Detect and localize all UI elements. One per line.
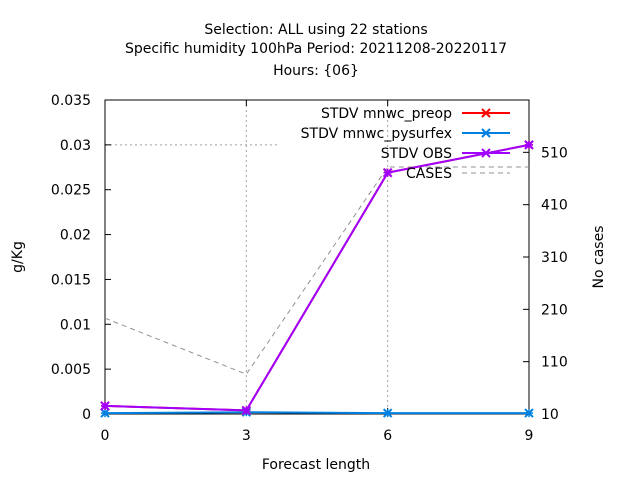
y-tick-label: 0.02 xyxy=(60,228,91,244)
legend-label: STDV mnwc_preop xyxy=(321,106,452,122)
legend-label: STDV mnwc_pysurfex xyxy=(301,126,452,142)
grid xyxy=(105,100,389,414)
x-axis-label: Forecast length xyxy=(262,457,370,473)
series-stdv-mnwc-pysurfex-point xyxy=(100,408,110,418)
legend-marker xyxy=(481,148,491,158)
legend-item-stdv-obs: STDV OBS xyxy=(381,146,510,162)
y2-tick-label: 510 xyxy=(541,145,568,161)
plot-frame xyxy=(104,99,530,415)
x-tick-label: 6 xyxy=(383,428,392,444)
series-stdv-obs-point xyxy=(241,405,252,416)
legend-item-stdv-mnwc-preop: STDV mnwc_preop xyxy=(321,106,510,122)
y2-tick-label: 210 xyxy=(541,302,568,318)
y-tick-label: 0 xyxy=(82,407,91,423)
legend-marker xyxy=(481,108,491,118)
y-tick-label: 0.03 xyxy=(60,138,91,154)
legend-marker xyxy=(481,128,491,138)
series-stdv-obs xyxy=(100,140,534,416)
y-tick-label: 0.01 xyxy=(60,317,91,333)
y-tick-label: 0.015 xyxy=(51,272,91,288)
x-axis: 0 3 6 9 xyxy=(101,100,534,444)
y2-axis-label: No cases xyxy=(591,226,607,289)
series-cases-line xyxy=(104,166,529,375)
y2-tick-label: 410 xyxy=(541,198,568,214)
series-cases xyxy=(104,166,529,375)
x-tick-label: 3 xyxy=(242,428,251,444)
y-axis: 0 0.005 0.01 0.015 0.02 0.025 0.03 0.035 xyxy=(51,93,111,423)
y2-axis: 10 110 210 310 410 510 xyxy=(523,145,568,423)
y-axis-label: g/Kg xyxy=(10,241,26,273)
series-stdv-mnwc-pysurfex-point xyxy=(524,408,534,418)
legend-label: STDV OBS xyxy=(381,146,452,162)
series-stdv-obs-point xyxy=(382,167,393,178)
y-tick-label: 0.035 xyxy=(51,93,91,109)
legend-item-stdv-mnwc-pysurfex: STDV mnwc_pysurfex xyxy=(301,126,510,142)
y2-tick-label: 310 xyxy=(541,250,568,266)
chart-title: Selection: ALL using 22 stations Specifi… xyxy=(125,22,507,79)
series-stdv-mnwc-pysurfex-line xyxy=(104,411,529,415)
series-stdv-mnwc-pysurfex-point xyxy=(382,408,393,418)
legend-item-cases: CASES xyxy=(406,166,510,182)
series-stdv-mnwc-preop xyxy=(100,140,534,416)
title-line-2: Specific humidity 100hPa Period: 2021120… xyxy=(125,41,507,57)
title-line-3: Hours: {06} xyxy=(273,63,359,79)
y-tick-label: 0.005 xyxy=(51,362,91,378)
series-stdv-mnwc-pysurfex xyxy=(100,407,534,418)
series-stdv-mnwc-preop-line xyxy=(104,143,530,412)
y2-tick-label: 110 xyxy=(541,355,568,371)
series-stdv-obs-line xyxy=(104,143,530,412)
legend-label: CASES xyxy=(406,166,452,182)
y2-tick-label: 10 xyxy=(541,407,559,423)
title-line-1: Selection: ALL using 22 stations xyxy=(204,22,427,38)
series-stdv-obs-point xyxy=(100,401,110,411)
y-tick-label: 0.025 xyxy=(51,183,91,199)
x-tick-label: 9 xyxy=(525,428,534,444)
series-layer xyxy=(100,140,534,418)
x-tick-label: 0 xyxy=(101,428,110,444)
legend: STDV mnwc_preop STDV mnwc_pysurfex STDV OB… xyxy=(301,106,510,182)
series-stdv-obs-point xyxy=(524,140,534,150)
